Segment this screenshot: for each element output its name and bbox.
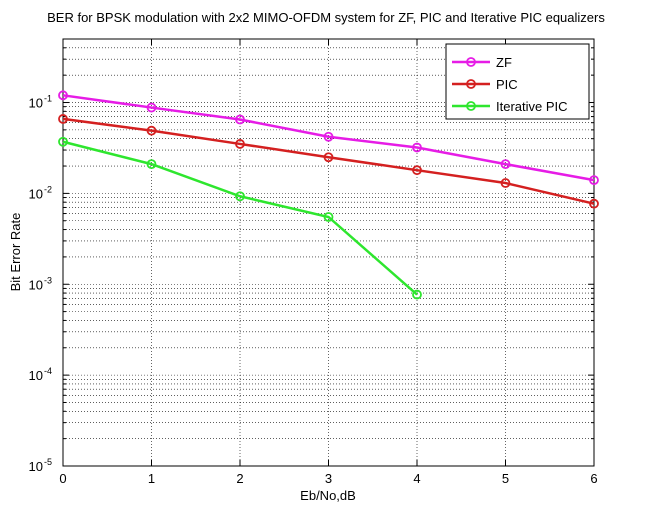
legend-box [445, 43, 590, 120]
legend-marker [466, 101, 476, 111]
series-zf [58, 90, 599, 186]
y-tick-label: 10 [29, 368, 43, 383]
x-tick-label: 5 [502, 471, 509, 486]
chart-title: BER for BPSK modulation with 2x2 MIMO-OF… [47, 10, 605, 25]
data-point [58, 90, 68, 101]
data-point [412, 165, 422, 176]
y-tick-label: 10 [29, 459, 43, 474]
y-tick-label: 10 [29, 96, 43, 111]
data-point [500, 178, 511, 188]
series-line [62, 117, 595, 205]
data-point [323, 212, 334, 222]
y-tick-labels: 10-110-210-310-410-5 [29, 94, 52, 474]
legend: ZF PIC Iterative PIC [445, 43, 590, 120]
x-axis-label: Eb/No,dB [300, 488, 356, 503]
data-point [235, 114, 245, 125]
y-tick-exponent: -4 [44, 366, 52, 376]
data-point [323, 131, 334, 142]
legend-label: Iterative PIC [496, 99, 568, 114]
data-point [412, 142, 422, 153]
data-point [146, 125, 157, 136]
x-tick-labels: 0 1 2 3 4 5 6 [59, 471, 597, 486]
x-tick-label: 0 [59, 471, 66, 486]
y-tick-exponent: -1 [44, 94, 52, 104]
data-point [500, 159, 511, 170]
series-lines [58, 90, 599, 300]
tick-marks [62, 38, 595, 467]
legend-marker [466, 57, 476, 67]
data-point [58, 136, 68, 147]
data-point [235, 191, 245, 202]
x-tick-label: 3 [325, 471, 332, 486]
y-tick-exponent: -2 [44, 184, 52, 194]
y-tick-label: 10 [29, 186, 43, 201]
legend-marker [466, 79, 476, 89]
data-point [589, 198, 599, 209]
series-line [62, 94, 595, 182]
series-pic [58, 114, 599, 209]
data-point [58, 114, 68, 124]
data-point [146, 102, 157, 113]
y-axis-label: Bit Error Rate [8, 213, 23, 292]
x-tick-label: 1 [148, 471, 155, 486]
series-iterative-pic [58, 136, 422, 300]
data-point [323, 152, 334, 163]
y-tick-exponent: -3 [44, 275, 52, 285]
y-tick-exponent: -5 [44, 457, 52, 467]
series-line [62, 140, 418, 296]
data-point [146, 159, 157, 170]
data-point [235, 139, 245, 149]
x-tick-label: 6 [590, 471, 597, 486]
x-tick-label: 4 [413, 471, 420, 486]
legend-label: ZF [496, 55, 512, 70]
data-point [589, 175, 599, 186]
y-tick-label: 10 [29, 277, 43, 292]
x-tick-label: 2 [236, 471, 243, 486]
legend-label: PIC [496, 77, 518, 92]
data-point [412, 289, 422, 300]
